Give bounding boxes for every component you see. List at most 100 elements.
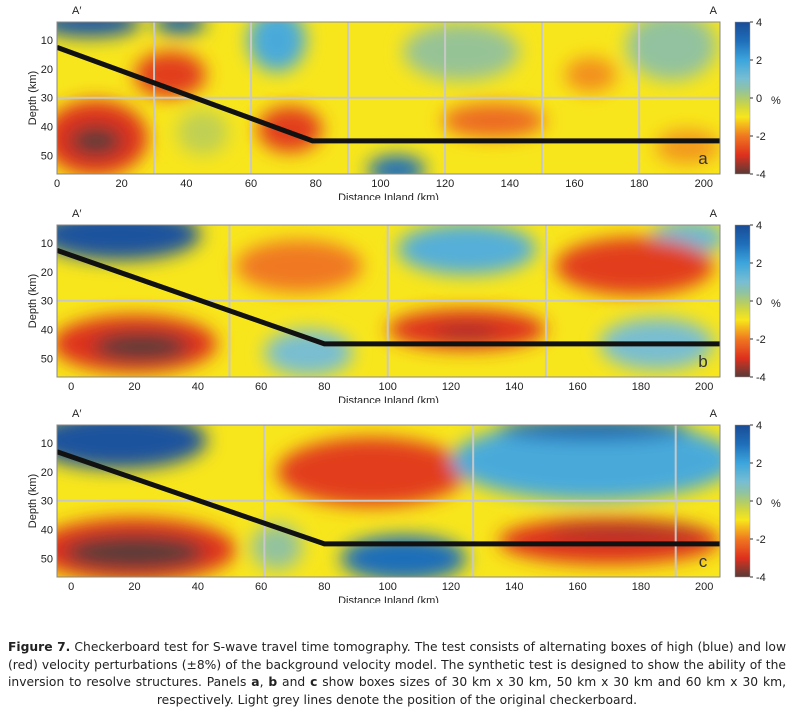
x-tick-label: 80 bbox=[310, 178, 322, 190]
plot-area bbox=[57, 22, 720, 174]
caption-text: Checkerboard test for S-wave travel time… bbox=[8, 640, 786, 689]
y-tick-label: 50 bbox=[41, 353, 53, 365]
x-tick-label: 200 bbox=[695, 178, 713, 190]
caption-separator: , bbox=[259, 675, 269, 689]
colorbar bbox=[734, 21, 751, 175]
high-velocity-anomaly bbox=[367, 155, 426, 174]
high-velocity-anomaly bbox=[247, 22, 307, 72]
colorbar-tick-label: -4 bbox=[756, 169, 766, 181]
caption-panel-b: b bbox=[268, 675, 278, 689]
high-velocity-anomaly bbox=[57, 22, 142, 38]
panel-a-checkerboard-plot: 0 20 40 60 80 100 120 140 160 180 200 10 20 30 40 50 Dis… bbox=[0, 0, 794, 204]
panel-b-checkerboard-plot: 0 20 40 60 80 100 120 140 160 180 200 10 20 30 40 50 Dis… bbox=[0, 203, 794, 407]
x-tick-label: 200 bbox=[695, 381, 713, 393]
heatmap-svg: 0 20 40 60 80 100 120 140 160 180 2001020304050Dis… bbox=[27, 208, 781, 407]
slab-interface-line bbox=[57, 247, 720, 347]
panel-c-checkerboard-plot: 0 20 40 60 80 100 120 140 160 180 200 10 20 30 40 50 Dis… bbox=[0, 403, 794, 607]
section-end-label: A bbox=[710, 408, 718, 420]
x-axis-label: Distance Inland (km) bbox=[338, 595, 439, 603]
colorbar-tick-label: 0 bbox=[756, 496, 762, 508]
caption-text-2: show boxes sizes of 30 km x 30 km, 50 km… bbox=[156, 675, 786, 707]
high-velocity-anomaly bbox=[403, 22, 520, 81]
x-tick-label: 140 bbox=[505, 581, 523, 593]
x-tick-label: 0 bbox=[54, 178, 60, 190]
y-tick-label: 30 bbox=[41, 496, 53, 508]
x-tick-label: 100 bbox=[379, 381, 397, 393]
low-velocity-anomaly bbox=[69, 126, 122, 156]
high-velocity-anomaly bbox=[451, 425, 720, 501]
colorbar bbox=[734, 424, 751, 578]
colorbar-tick-label: -4 bbox=[756, 372, 766, 384]
section-end-label: A bbox=[710, 5, 718, 17]
x-tick-label: 160 bbox=[565, 178, 583, 190]
low-velocity-anomaly bbox=[441, 103, 546, 139]
figure-label: Figure 7. bbox=[8, 640, 71, 654]
plot-area bbox=[57, 225, 720, 377]
anomaly-layer bbox=[57, 22, 720, 174]
x-tick-label: 120 bbox=[436, 178, 454, 190]
caption-panel-c: c bbox=[310, 675, 318, 689]
heatmap-svg: 0 20 40 60 80 100 120 140 160 180 2001020304050Dis… bbox=[27, 5, 781, 204]
x-tick-label: 160 bbox=[568, 381, 586, 393]
slab-interface-line bbox=[57, 44, 720, 144]
colorbar-unit: % bbox=[771, 298, 781, 310]
plot-frame bbox=[56, 21, 721, 175]
x-axis-label: Distance Inland (km) bbox=[338, 395, 439, 403]
x-tick-label: 140 bbox=[505, 381, 523, 393]
slab-interface-line bbox=[57, 449, 720, 547]
panel-letter: b bbox=[698, 352, 707, 371]
y-tick-label: 10 bbox=[41, 238, 53, 250]
low-velocity-anomaly bbox=[498, 517, 720, 565]
colorbar-tick-label: -2 bbox=[756, 131, 766, 143]
colorbar-tick-label: 0 bbox=[756, 93, 762, 105]
colorbar-tick-label: -2 bbox=[756, 334, 766, 346]
panel-letter: c bbox=[699, 552, 708, 571]
low-velocity-anomaly bbox=[176, 109, 229, 156]
caption-panel-a: a bbox=[251, 675, 260, 689]
section-start-label: A′ bbox=[72, 5, 81, 17]
high-velocity-anomaly bbox=[264, 329, 353, 376]
y-axis-label: Depth (km) bbox=[27, 274, 39, 328]
x-tick-label: 40 bbox=[192, 381, 204, 393]
y-tick-label: 40 bbox=[41, 325, 53, 337]
caption-separator: and bbox=[277, 675, 311, 689]
colorbar-unit: % bbox=[771, 498, 781, 510]
x-tick-label: 80 bbox=[318, 581, 330, 593]
x-tick-label: 120 bbox=[442, 381, 460, 393]
y-tick-label: 40 bbox=[41, 122, 53, 134]
colorbar-tick-label: 4 bbox=[756, 17, 762, 29]
y-tick-label: 20 bbox=[41, 467, 53, 479]
plot-frame bbox=[56, 424, 721, 578]
section-start-label: A′ bbox=[72, 208, 81, 220]
colorbar-tick-label: 2 bbox=[756, 55, 762, 67]
x-tick-label: 0 bbox=[68, 381, 74, 393]
x-tick-label: 20 bbox=[116, 178, 128, 190]
colorbar-tick-label: 0 bbox=[756, 296, 762, 308]
y-tick-label: 10 bbox=[41, 35, 53, 47]
low-velocity-anomaly bbox=[655, 129, 720, 164]
low-velocity-anomaly bbox=[545, 526, 705, 539]
low-velocity-anomaly bbox=[235, 240, 363, 293]
x-tick-label: 180 bbox=[630, 178, 648, 190]
y-tick-label: 20 bbox=[41, 64, 53, 76]
x-tick-label: 60 bbox=[255, 381, 267, 393]
x-axis-label: Distance Inland (km) bbox=[338, 192, 439, 200]
colorbar-tick-label: 2 bbox=[756, 458, 762, 470]
low-velocity-anomaly bbox=[93, 332, 189, 362]
x-tick-label: 120 bbox=[442, 581, 460, 593]
colorbar-tick-label: 4 bbox=[756, 420, 762, 432]
x-tick-label: 0 bbox=[68, 581, 74, 593]
low-velocity-anomaly bbox=[435, 326, 499, 339]
low-velocity-anomaly bbox=[276, 437, 467, 507]
x-tick-label: 20 bbox=[128, 381, 140, 393]
colorbar-unit: % bbox=[771, 95, 781, 107]
y-tick-label: 30 bbox=[41, 296, 53, 308]
low-velocity-anomaly bbox=[134, 51, 206, 98]
x-tick-label: 100 bbox=[379, 581, 397, 593]
x-tick-label: 100 bbox=[371, 178, 389, 190]
x-tick-label: 60 bbox=[245, 178, 257, 190]
y-tick-label: 30 bbox=[41, 93, 53, 105]
high-velocity-anomaly bbox=[154, 22, 206, 35]
y-tick-label: 50 bbox=[41, 150, 53, 162]
x-tick-label: 40 bbox=[180, 178, 192, 190]
